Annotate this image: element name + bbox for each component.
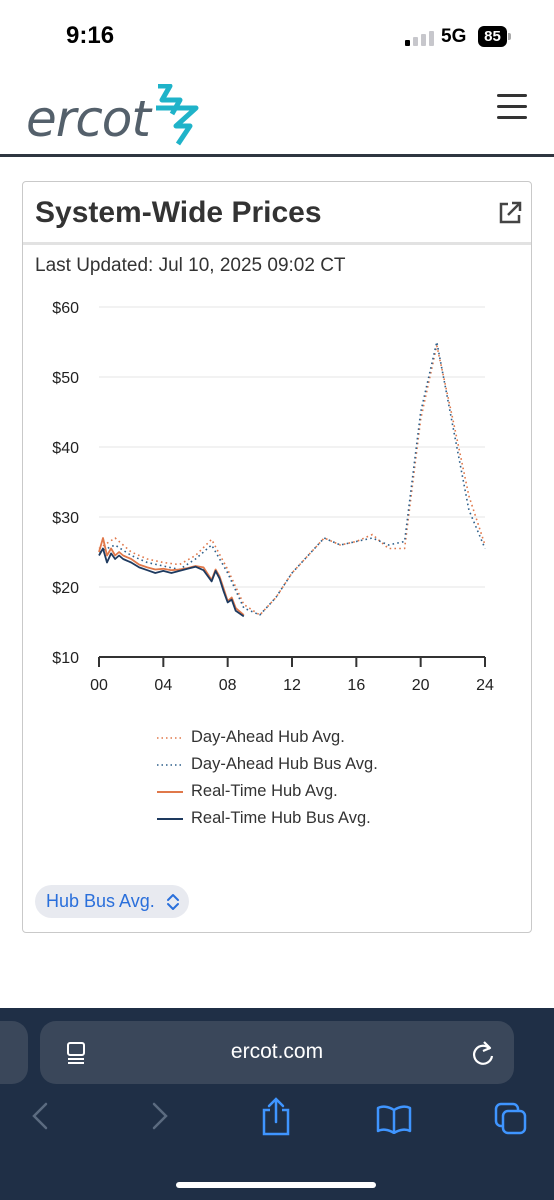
x-tick-label: 12	[283, 677, 301, 694]
price-line-chart: $60 $50 $40 $30 $20 $10 00 04 08 12 16 20 24	[52, 300, 494, 694]
x-tick-label: 24	[476, 677, 494, 694]
bookmarks-icon[interactable]	[376, 1104, 412, 1134]
last-updated: Last Updated: Jul 10, 2025 09:02 CT	[35, 255, 346, 276]
x-tick-label: 00	[90, 677, 108, 694]
chevron-up-down-icon	[166, 894, 179, 910]
legend-label: Day-Ahead Hub Bus Avg.	[191, 755, 378, 773]
system-wide-prices-card: System-Wide Prices Last Updated: Jul 10,…	[22, 181, 532, 933]
back-icon[interactable]	[30, 1100, 50, 1132]
legend-label: Real-Time Hub Bus Avg.	[191, 809, 371, 827]
reload-icon[interactable]	[470, 1039, 496, 1067]
site-header: ercot	[0, 74, 554, 157]
selector-label: Hub Bus Avg.	[46, 891, 155, 911]
card-divider	[23, 242, 531, 245]
battery-icon: 85	[478, 26, 511, 47]
home-indicator	[176, 1182, 376, 1188]
series-line-0	[98, 344, 486, 616]
status-time: 9:16	[66, 22, 115, 49]
cellular-signal-icon	[405, 30, 435, 46]
tabs-icon[interactable]	[494, 1102, 528, 1136]
y-tick-label: $60	[52, 300, 79, 317]
series-line-3	[98, 547, 245, 618]
legend-label: Real-Time Hub Avg.	[191, 782, 338, 800]
x-tick-label: 04	[154, 677, 172, 694]
hamburger-menu-icon[interactable]	[497, 94, 529, 122]
x-tick-label: 20	[412, 677, 430, 694]
share-icon[interactable]	[260, 1096, 292, 1136]
x-tick-label: 16	[347, 677, 365, 694]
url-text: ercot.com	[230, 1040, 324, 1063]
battery-level: 85	[478, 26, 507, 47]
forward-icon[interactable]	[150, 1100, 170, 1132]
card-title: System-Wide Prices	[35, 196, 322, 229]
reader-mode-icon[interactable]	[66, 1041, 86, 1065]
legend-label: Day-Ahead Hub Avg.	[191, 728, 345, 746]
y-tick-label: $50	[52, 370, 79, 387]
y-tick-label: $10	[52, 650, 79, 667]
series-line-1	[98, 341, 486, 616]
previous-tab-edge[interactable]	[0, 1021, 28, 1084]
browser-toolbar: ercot.com	[0, 1008, 554, 1200]
y-tick-label: $30	[52, 510, 79, 527]
y-tick-label: $40	[52, 440, 79, 457]
external-link-icon[interactable]	[497, 200, 523, 226]
logo-text: ercot	[26, 90, 151, 148]
lightning-bolt-icon	[156, 84, 199, 146]
network-type: 5G	[441, 26, 467, 47]
y-tick-label: $20	[52, 580, 79, 597]
x-tick-label: 08	[219, 677, 237, 694]
address-bar[interactable]: ercot.com	[40, 1021, 514, 1084]
status-bar: 9:16 5G 85	[0, 0, 554, 74]
price-type-selector[interactable]: Hub Bus Avg.	[35, 885, 189, 918]
